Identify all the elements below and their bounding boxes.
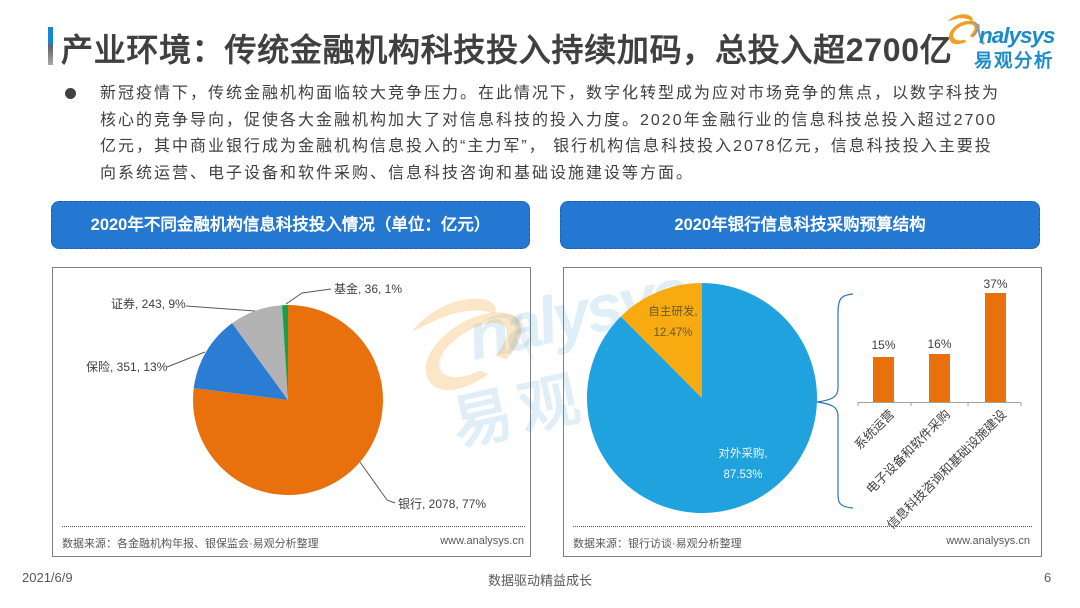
- svg-text:自主研发,: 自主研发,: [648, 304, 697, 318]
- svg-text:保险, 351, 13%: 保险, 351, 13%: [86, 359, 168, 374]
- svg-text:15%: 15%: [871, 338, 895, 352]
- svg-text:基金, 36, 1%: 基金, 36, 1%: [334, 281, 402, 296]
- svg-text:证券, 243, 9%: 证券, 243, 9%: [111, 296, 186, 311]
- svg-text:87.53%: 87.53%: [723, 469, 762, 481]
- svg-text:易观分析: 易观分析: [974, 50, 1054, 71]
- svg-text:nalysys: nalysys: [979, 23, 1055, 48]
- svg-text:16%: 16%: [927, 337, 951, 351]
- svg-text:12.47%: 12.47%: [653, 327, 692, 339]
- svg-text:37%: 37%: [983, 277, 1007, 291]
- svg-text:信息科技咨询和基础设施建设: 信息科技咨询和基础设施建设: [884, 406, 1010, 532]
- svg-text:银行, 2078, 77%: 银行, 2078, 77%: [398, 497, 486, 511]
- svg-text:对外采购,: 对外采购,: [718, 446, 767, 460]
- svg-text:系统运营: 系统运营: [852, 407, 897, 452]
